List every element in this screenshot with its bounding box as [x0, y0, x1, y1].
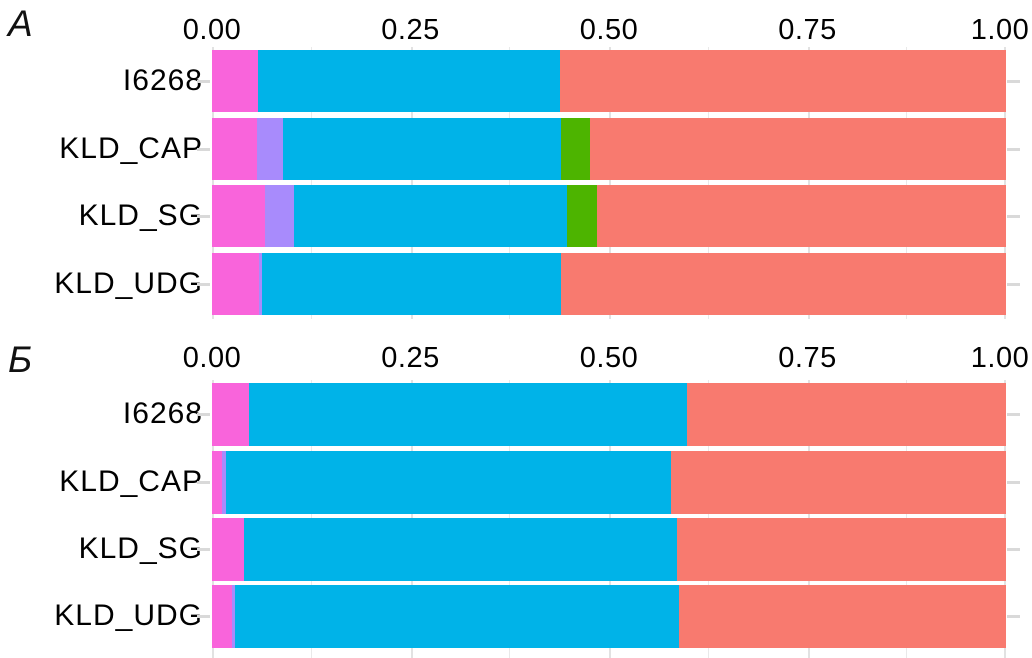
bar-segment-magenta — [212, 518, 244, 581]
bar-segment-cyan — [249, 383, 687, 446]
x-axis-tick-label: 0.25 — [381, 342, 440, 374]
plot-panel — [212, 47, 1006, 319]
bar-segment-cyan — [293, 185, 567, 247]
y-axis-category-label: KLD_CAP — [59, 465, 203, 498]
bar-segment-salmon — [561, 253, 1006, 315]
y-axis-category-label: KLD_UDG — [54, 599, 203, 632]
gridline-minor — [707, 47, 709, 319]
bar-segment-lavender — [257, 118, 283, 180]
x-axis-tick-label: 0.75 — [778, 342, 837, 374]
bar-segment-cyan — [262, 253, 562, 315]
x-axis-tick-label: 1.00 — [970, 342, 1030, 374]
y-axis-tick-left — [197, 413, 210, 416]
bar-segment-magenta — [212, 185, 266, 247]
gridline-minor — [310, 47, 312, 319]
y-axis-category-label: I6268 — [122, 397, 203, 430]
bar-segment-magenta — [212, 451, 223, 514]
y-axis-category-label: KLD_SG — [78, 532, 203, 565]
plot-panel — [212, 380, 1006, 658]
y-axis-category-label: I6268 — [122, 64, 203, 97]
bar-segment-lavender — [265, 185, 294, 247]
bar-segment-salmon — [589, 118, 1006, 180]
gridline-major — [212, 47, 214, 319]
bar-segment-magenta — [212, 50, 259, 112]
y-axis-tick-right — [1007, 481, 1020, 484]
y-axis-tick-left — [197, 548, 210, 551]
y-axis-tick-left — [197, 215, 210, 218]
gridline-major — [807, 47, 810, 319]
bar-segment-salmon — [677, 518, 1006, 581]
y-axis-category-label: KLD_CAP — [59, 132, 203, 165]
bar-segment-cyan — [258, 50, 560, 112]
bar-segment-lavender — [258, 253, 263, 315]
y-axis-tick-right — [1007, 283, 1020, 286]
bar-segment-salmon — [597, 185, 1006, 247]
x-axis-tick-label: 0.00 — [182, 14, 242, 46]
bar-row — [212, 383, 1006, 446]
bar-segment-magenta — [212, 383, 250, 446]
bar-segment-salmon — [686, 383, 1006, 446]
y-axis-tick-left — [197, 481, 210, 484]
bar-segment-lavender — [231, 585, 236, 648]
panel-letter: A — [8, 3, 33, 44]
y-axis-tick-right — [1007, 615, 1020, 618]
bar-segment-green — [566, 185, 598, 247]
x-axis-tick-label: 0.00 — [182, 342, 242, 374]
bar-row — [212, 50, 1006, 112]
x-axis-tick-label: 0.50 — [579, 342, 639, 374]
x-axis-tick-label: 0.75 — [778, 14, 837, 46]
bar-row — [212, 451, 1006, 514]
bar-row — [212, 253, 1006, 315]
bar-row — [212, 185, 1006, 247]
y-axis-tick-right — [1007, 148, 1020, 151]
bar-segment-magenta — [212, 585, 232, 648]
y-axis-tick-left — [197, 80, 210, 83]
y-axis-tick-left — [197, 615, 210, 618]
gridline-minor — [509, 47, 511, 319]
y-axis-category-label: KLD_SG — [78, 199, 203, 232]
y-axis-tick-right — [1007, 80, 1020, 83]
bar-row — [212, 118, 1006, 180]
bar-segment-cyan — [282, 118, 562, 180]
bar-segment-magenta — [212, 253, 259, 315]
gridline-minor — [906, 47, 908, 319]
y-axis-tick-right — [1007, 548, 1020, 551]
bar-segment-salmon — [678, 585, 1006, 648]
gridline-major — [410, 47, 413, 319]
bar-segment-cyan — [235, 585, 679, 648]
y-axis-tick-right — [1007, 413, 1020, 416]
bar-segment-cyan — [226, 451, 671, 514]
bar-segment-lavender — [222, 451, 227, 514]
bar-segment-green — [561, 118, 590, 180]
bar-segment-magenta — [212, 118, 258, 180]
panel-letter: Б — [8, 339, 33, 380]
x-axis-tick-label: 0.25 — [381, 14, 440, 46]
gridline-major — [609, 47, 611, 319]
bar-segment-salmon — [670, 451, 1006, 514]
gridline-major — [1004, 47, 1006, 319]
x-axis-tick-label: 1.00 — [970, 14, 1030, 46]
bar-segment-cyan — [243, 518, 678, 581]
bar-segment-salmon — [559, 50, 1006, 112]
y-axis-category-label: KLD_UDG — [54, 267, 203, 300]
x-axis-tick-label: 0.50 — [579, 14, 639, 46]
y-axis-tick-left — [197, 148, 210, 151]
y-axis-tick-left — [197, 283, 210, 286]
bar-row — [212, 518, 1006, 581]
bar-row — [212, 585, 1006, 648]
y-axis-tick-right — [1007, 215, 1020, 218]
